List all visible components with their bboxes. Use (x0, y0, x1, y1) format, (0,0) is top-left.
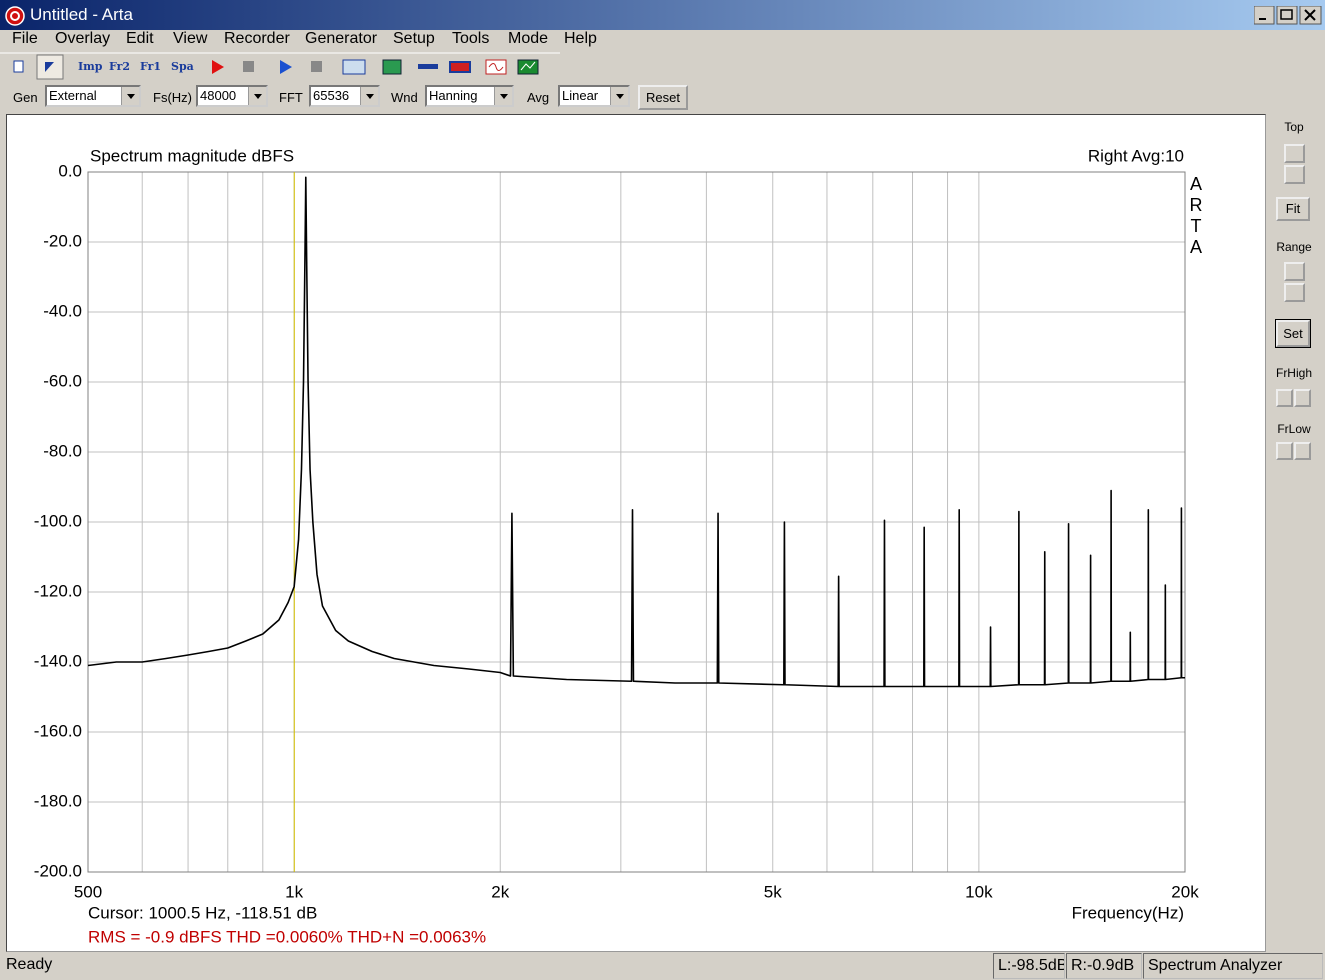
fs-select[interactable]: 48000 (196, 85, 268, 107)
status-right-level: R:-0.9dB (1066, 953, 1142, 979)
avg-label: Avg (527, 90, 550, 105)
menu-item[interactable]: Recorder (224, 30, 290, 47)
y-tick-label: -20.0 (43, 231, 82, 250)
gen-value: External (49, 88, 97, 103)
measurements: RMS = -0.9 dBFS THD =0.0060% THD+N =0.00… (88, 927, 486, 946)
y-tick-label: -100.0 (34, 511, 82, 530)
x-tick-label: 2k (491, 882, 509, 901)
menu-item[interactable]: Setup (393, 30, 435, 47)
tool-play[interactable] (280, 60, 292, 74)
tool-stop2[interactable] (311, 61, 322, 72)
menu-item[interactable]: View (173, 30, 208, 47)
top-down[interactable] (1284, 165, 1305, 184)
toolbar (0, 52, 560, 80)
x-tick-label: 500 (74, 882, 102, 901)
tool-record[interactable] (212, 60, 224, 74)
x-tick-label: 20k (1171, 882, 1199, 901)
fft-value: 65536 (313, 88, 350, 103)
tool-fr1[interactable]: Fr1 (140, 60, 162, 73)
y-tick-label: -40.0 (43, 301, 82, 320)
range-down[interactable] (1284, 283, 1305, 302)
chart: Spectrum magnitude dBFS Right Avg:10 Fre… (34, 146, 1199, 946)
menu-item[interactable]: Help (564, 30, 597, 47)
menu-item[interactable]: File (12, 30, 38, 47)
wnd-label: Wnd (391, 90, 418, 105)
menu-item[interactable]: Overlay (55, 30, 111, 47)
window-controls[interactable] (1254, 6, 1322, 25)
top-up[interactable] (1284, 144, 1305, 163)
fs-value: 48000 (200, 88, 237, 103)
y-tick-label: -60.0 (43, 371, 82, 390)
spectrum-line (87, 176, 1185, 688)
y-tick-label: -160.0 (34, 721, 82, 740)
y-tick-label: -140.0 (34, 651, 82, 670)
tool-spa[interactable]: Spa (171, 60, 194, 73)
fft-select[interactable]: 65536 (309, 85, 380, 107)
fft-label: FFT (279, 90, 303, 105)
range-label: Range (1276, 240, 1312, 254)
watermark: ARTA (1189, 174, 1203, 257)
gen-label: Gen (13, 90, 38, 105)
top-label: Top (1284, 120, 1304, 134)
wnd-select[interactable]: Hanning (425, 85, 514, 107)
gen-select[interactable]: External (45, 85, 141, 107)
cursor-readout: Cursor: 1000.5 Hz, -118.51 dB (88, 903, 317, 922)
tool-gen[interactable] (382, 59, 402, 75)
status-left-level: L:-98.5dB (993, 953, 1065, 979)
fit-button[interactable]: Fit (1276, 197, 1310, 221)
app-icon (5, 6, 25, 26)
x-tick-label: 1k (285, 882, 303, 901)
frlow-label: FrLow (1277, 422, 1311, 436)
frhigh-label: FrHigh (1275, 366, 1312, 380)
range-up[interactable] (1284, 262, 1305, 281)
title-bar: Untitled - Arta (0, 0, 1325, 30)
plot-frame (87, 171, 1186, 873)
tool-imp[interactable]: Imp (78, 60, 103, 73)
status-mode: Spectrum Analyzer (1143, 953, 1323, 979)
channel-annotation: Right Avg:10 (1088, 146, 1184, 165)
reset-button[interactable]: Reset (638, 85, 688, 110)
chart-area (6, 114, 1266, 952)
y-tick-label: -80.0 (43, 441, 82, 460)
tool-pointer[interactable] (36, 54, 64, 80)
wnd-value: Hanning (429, 88, 478, 103)
y-tick-label: -200.0 (34, 861, 82, 880)
tool-fr2[interactable]: Fr2 (109, 60, 131, 73)
x-tick-label: 10k (965, 882, 993, 901)
menu-item[interactable]: Tools (452, 30, 490, 47)
tool-new[interactable] (13, 60, 24, 73)
tool-probe[interactable] (418, 64, 438, 69)
set-button[interactable]: Set (1275, 319, 1311, 348)
frhigh-left[interactable] (1276, 389, 1293, 407)
menu-item[interactable]: Generator (305, 30, 378, 47)
window-title: Untitled - Arta (30, 5, 133, 24)
avg-value: Linear (562, 88, 599, 103)
x-axis-label: Frequency(Hz) (1072, 903, 1184, 922)
tool-abc[interactable] (342, 59, 366, 75)
y-tick-label: -180.0 (34, 791, 82, 810)
x-tick-label: 5k (764, 882, 782, 901)
chart-title: Spectrum magnitude dBFS (90, 146, 294, 165)
menu-item[interactable]: Edit (126, 30, 154, 47)
status-state: Ready (6, 956, 53, 973)
avg-select[interactable]: Linear (558, 85, 630, 107)
frlow-left[interactable] (1276, 442, 1293, 460)
y-tick-label: -120.0 (34, 581, 82, 600)
tool-stop[interactable] (243, 61, 254, 72)
frlow-right[interactable] (1294, 442, 1311, 460)
menu-item[interactable]: Mode (508, 30, 549, 47)
fs-label: Fs(Hz) (153, 90, 192, 105)
tool-spectrum[interactable] (517, 59, 539, 75)
tool-meter[interactable] (449, 61, 471, 73)
frhigh-right[interactable] (1294, 389, 1311, 407)
y-tick-label: 0.0 (58, 161, 82, 180)
